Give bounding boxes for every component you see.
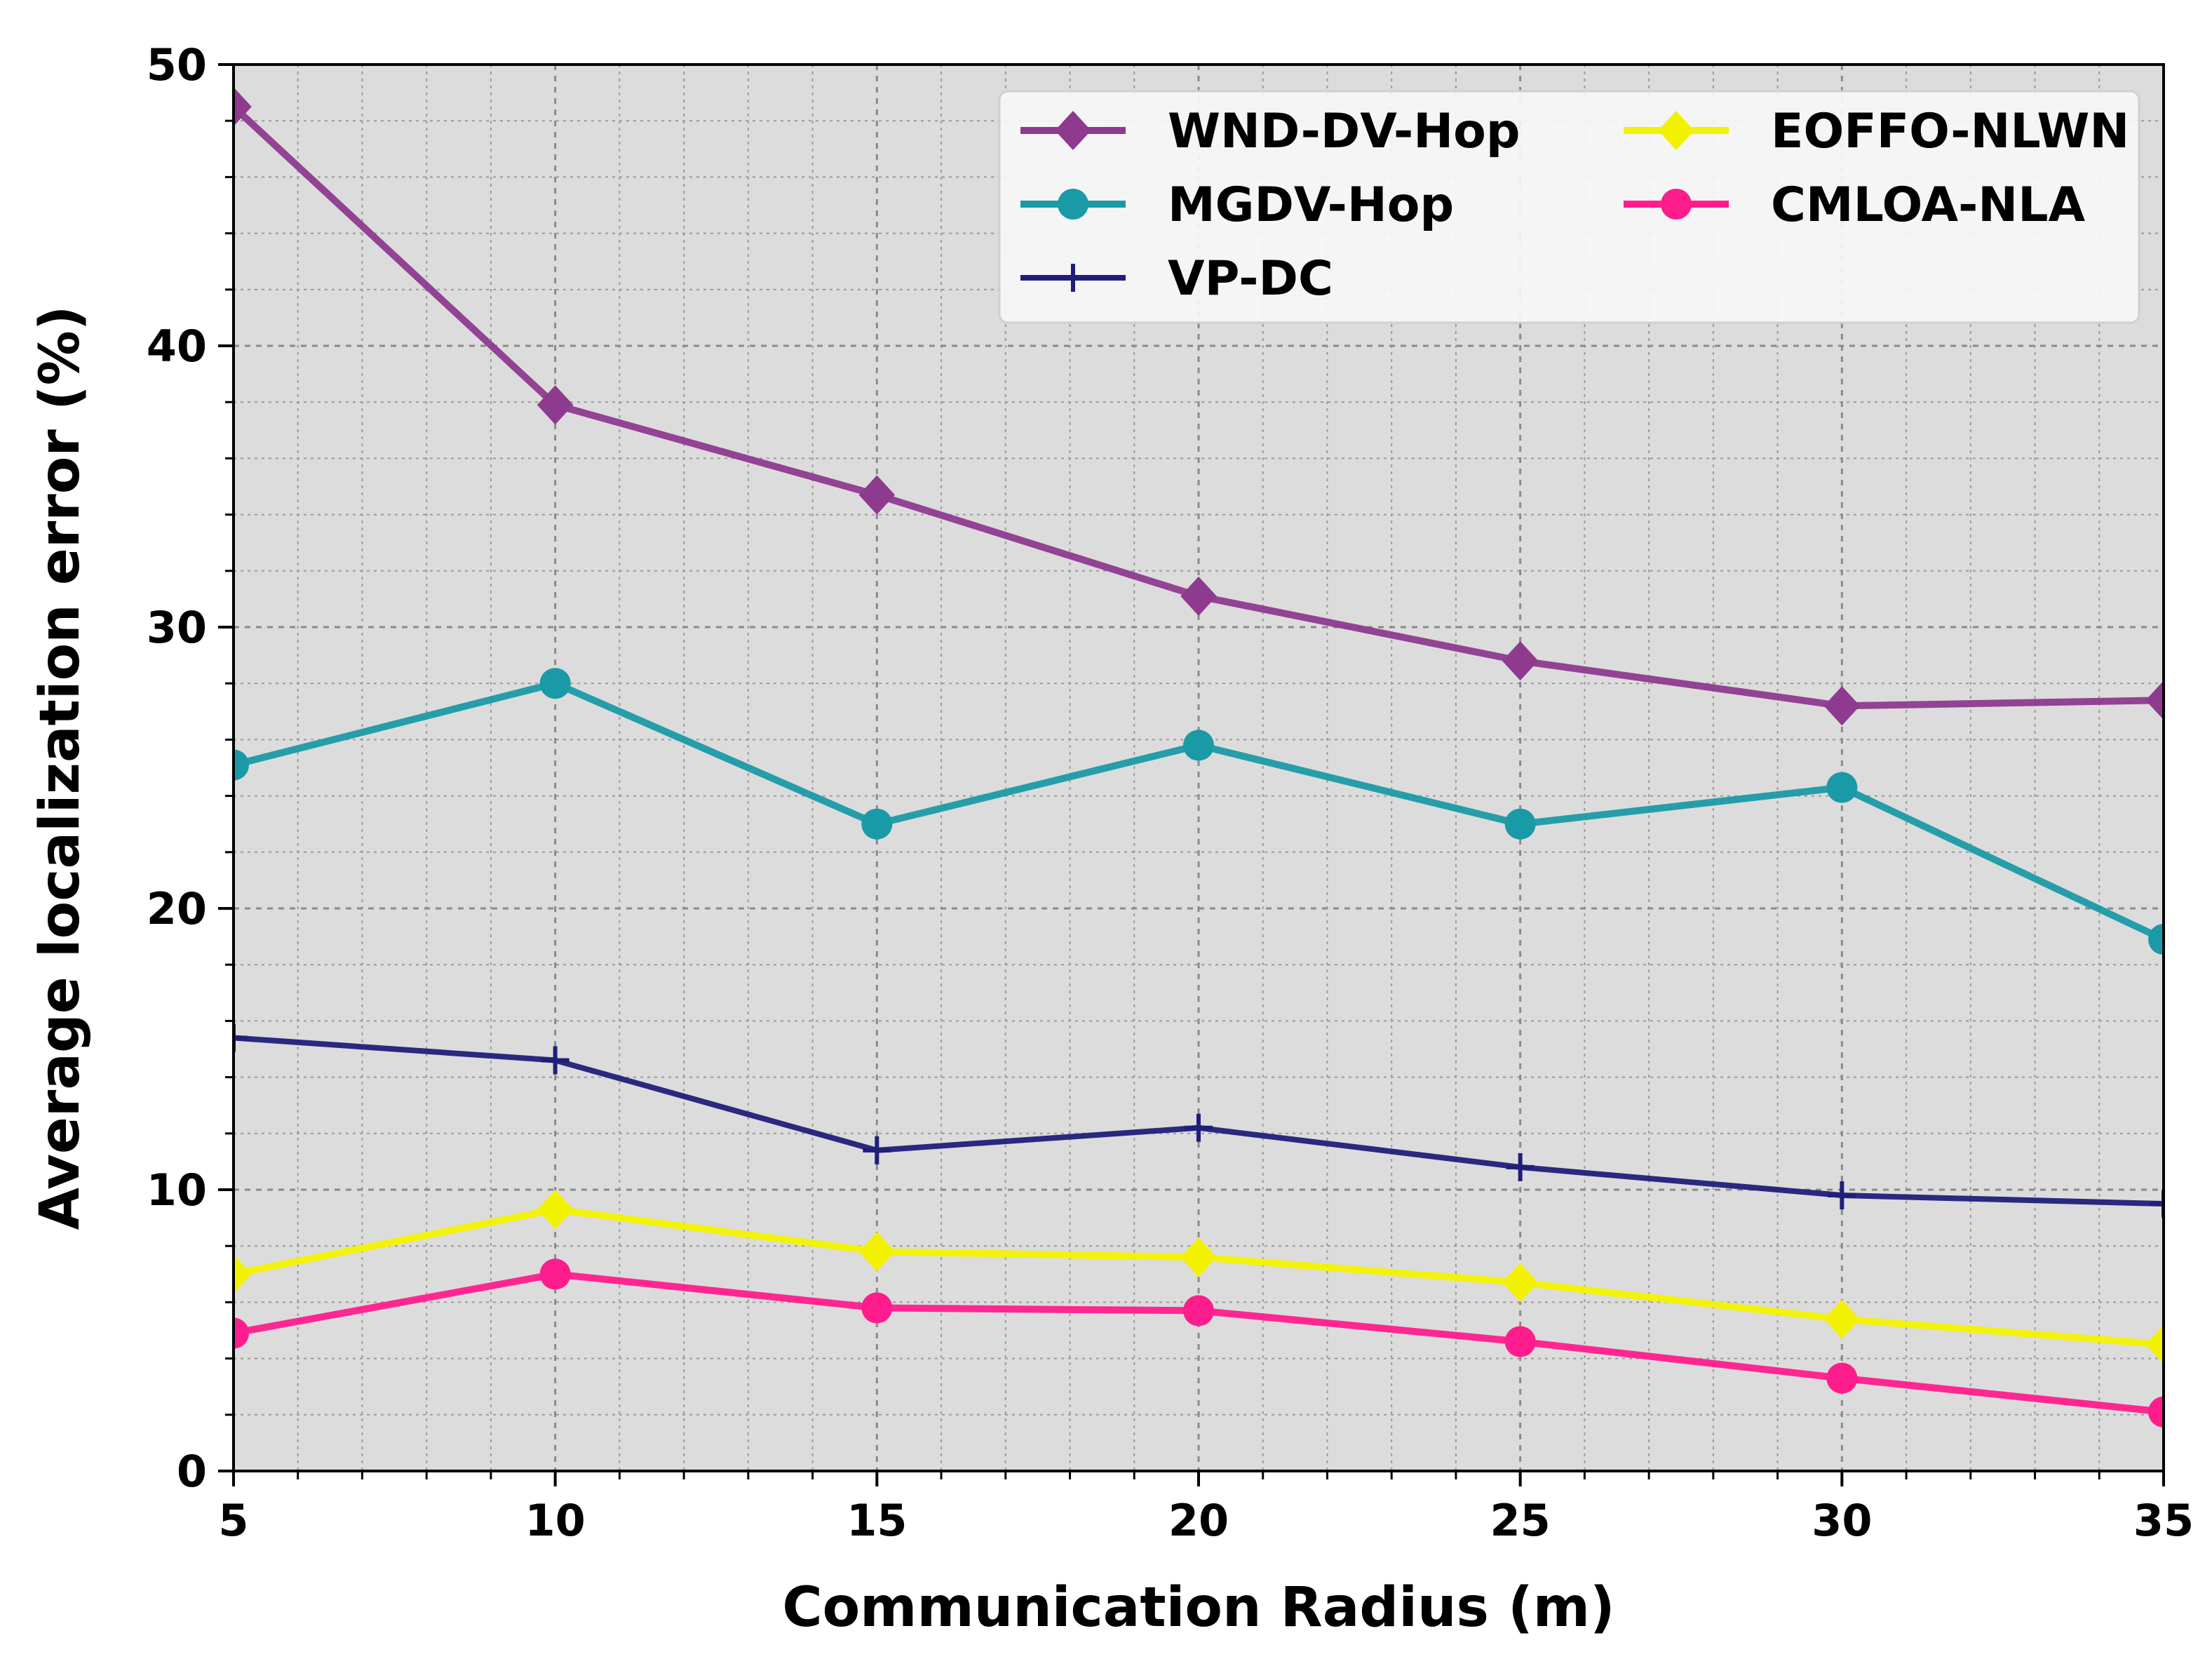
data-point xyxy=(2148,924,2164,955)
legend-item: EOFFO-NLWN xyxy=(1624,104,2129,159)
series-cmloa-nla xyxy=(234,1258,2164,1428)
data-point xyxy=(537,385,574,425)
data-point xyxy=(234,1317,249,1349)
series-layer xyxy=(234,87,2164,1428)
data-point xyxy=(1502,641,1539,681)
data-point xyxy=(1183,730,1214,761)
legend-swatch-marker xyxy=(1661,189,1692,220)
legend-item: CMLOA-NLA xyxy=(1624,177,2086,233)
data-point xyxy=(234,1254,252,1294)
data-point xyxy=(1504,1326,1536,1357)
data-point xyxy=(539,668,571,699)
data-point xyxy=(234,749,249,781)
data-point xyxy=(1502,1263,1539,1303)
data-point xyxy=(861,1292,893,1324)
data-point xyxy=(537,1190,574,1230)
legend-item: VP-DC xyxy=(1020,251,1333,307)
data-point xyxy=(2145,1324,2164,1364)
data-point xyxy=(863,1136,891,1164)
y-axis-title: Average localization error (%) xyxy=(29,306,92,1230)
legend-label: WND-DV-Hop xyxy=(1168,104,1520,159)
data-point xyxy=(234,87,252,127)
legend-item: WND-DV-Hop xyxy=(1020,104,1520,159)
data-point xyxy=(1185,1113,1213,1142)
data-point xyxy=(1823,1299,1861,1339)
legend: WND-DV-Hop MGDV-Hop VP-DC EOFFO-NLWN CMLOA-N… xyxy=(998,90,2140,324)
data-point xyxy=(858,1232,896,1272)
x-tick-label: 20 xyxy=(1168,1495,1229,1546)
x-tick-label: 10 xyxy=(525,1495,586,1546)
x-tick-label: 25 xyxy=(1490,1495,1551,1546)
y-tick-label: 10 xyxy=(147,1164,207,1216)
legend-swatch-marker xyxy=(1058,189,1088,220)
x-tick-label: 30 xyxy=(1812,1495,1872,1546)
data-point xyxy=(2148,1396,2164,1428)
data-point xyxy=(234,1023,248,1052)
legend-swatch-marker xyxy=(1059,264,1087,292)
legend-swatch-marker xyxy=(1055,111,1091,150)
legend-label: EOFFO-NLWN xyxy=(1771,104,2129,159)
data-point xyxy=(1823,686,1861,726)
series-mgdv-hop xyxy=(234,668,2164,955)
data-point xyxy=(1826,1362,1858,1394)
series-wnd-dv-hop xyxy=(234,87,2164,726)
data-point xyxy=(1183,1295,1214,1326)
data-point xyxy=(1828,1181,1856,1210)
data-point xyxy=(539,1258,571,1290)
data-point xyxy=(861,808,893,840)
y-tick-label: 50 xyxy=(147,39,207,90)
legend-swatch-marker xyxy=(1658,111,1694,150)
x-tick-label: 15 xyxy=(847,1495,907,1546)
series-eoffo-nlwn xyxy=(234,1190,2164,1364)
x-tick-label: 35 xyxy=(2133,1495,2194,1546)
y-tick-label: 30 xyxy=(147,602,207,653)
axis-ticks xyxy=(218,63,2165,1486)
legend-label: VP-DC xyxy=(1168,251,1333,307)
y-tick-label: 40 xyxy=(147,321,207,372)
data-point xyxy=(1180,576,1217,616)
data-point xyxy=(541,1046,569,1075)
legend-label: MGDV-Hop xyxy=(1168,177,1454,233)
legend-box xyxy=(998,90,2140,324)
data-point xyxy=(858,475,896,515)
data-point xyxy=(1504,808,1536,840)
data-point xyxy=(2145,680,2164,720)
x-tick-label: 5 xyxy=(218,1495,248,1546)
legend-item: MGDV-Hop xyxy=(1020,177,1454,233)
x-axis-title: Communication Radius (m) xyxy=(782,1576,1614,1639)
tick-labels: 5 10 15 20 25 30 35 0 10 20 30 40 50 xyxy=(147,39,2194,1546)
series-vp-dc xyxy=(234,1023,2164,1218)
data-point xyxy=(1180,1237,1217,1277)
data-point xyxy=(2150,1190,2164,1218)
y-tick-label: 20 xyxy=(147,883,207,934)
data-point xyxy=(1506,1153,1535,1181)
legend-label: CMLOA-NLA xyxy=(1771,177,2086,233)
data-point xyxy=(1826,772,1858,803)
y-tick-label: 0 xyxy=(177,1446,207,1497)
